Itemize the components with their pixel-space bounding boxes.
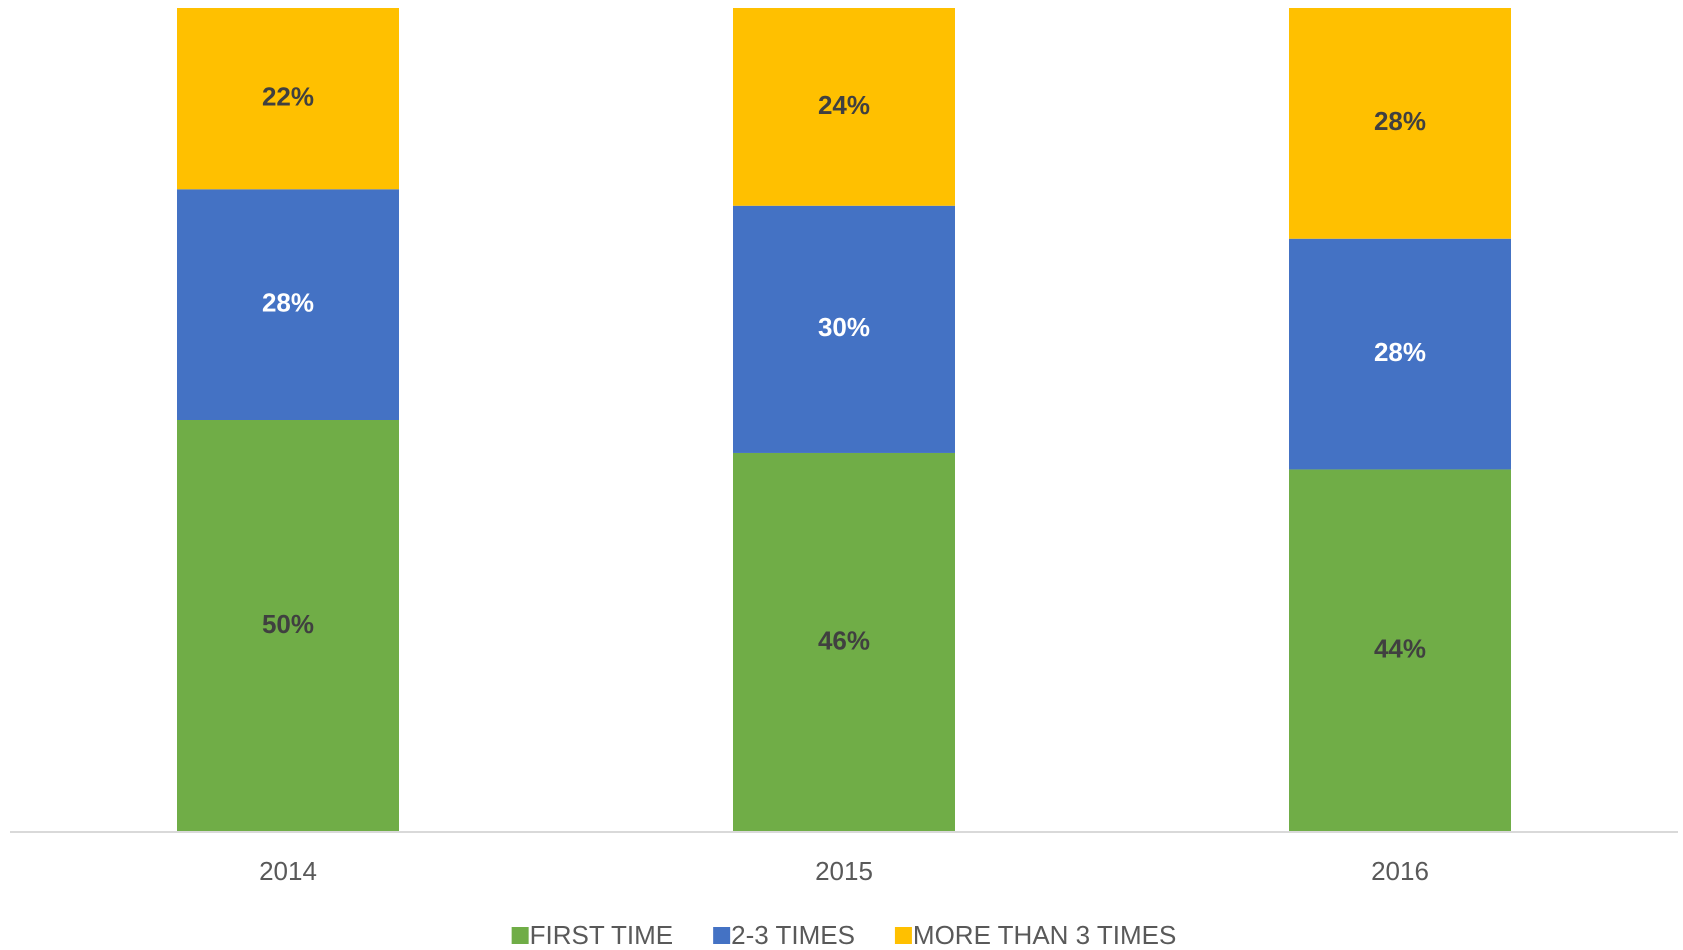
bar-segment — [177, 189, 399, 420]
bar-segment — [733, 8, 955, 206]
bar-segment — [733, 452, 955, 832]
data-label: 22% — [262, 82, 314, 112]
data-label: 30% — [818, 312, 870, 342]
bar-segment — [1289, 469, 1511, 832]
bar-segment — [177, 8, 399, 190]
data-label: 44% — [1374, 634, 1426, 664]
x-tick-label: 2014 — [259, 856, 317, 886]
bar-segment — [733, 205, 955, 453]
legend-swatch — [713, 927, 731, 944]
legend-swatch — [894, 927, 912, 944]
data-label: 28% — [1374, 337, 1426, 367]
x-tick-label: 2016 — [1371, 856, 1429, 886]
legend-label: 2-3 TIMES — [731, 920, 855, 950]
data-label: 50% — [262, 609, 314, 639]
bar-segment — [177, 420, 399, 832]
legend-label: FIRST TIME — [530, 920, 674, 950]
data-label: 28% — [1374, 106, 1426, 136]
legend-label: MORE THAN 3 TIMES — [913, 920, 1176, 950]
data-label: 24% — [818, 90, 870, 120]
bar-segment — [1289, 238, 1511, 470]
legend-swatch — [511, 927, 529, 944]
bar-segment — [1289, 8, 1511, 239]
data-label: 46% — [818, 625, 870, 655]
x-tick-label: 2015 — [815, 856, 873, 886]
data-label: 28% — [262, 288, 314, 318]
